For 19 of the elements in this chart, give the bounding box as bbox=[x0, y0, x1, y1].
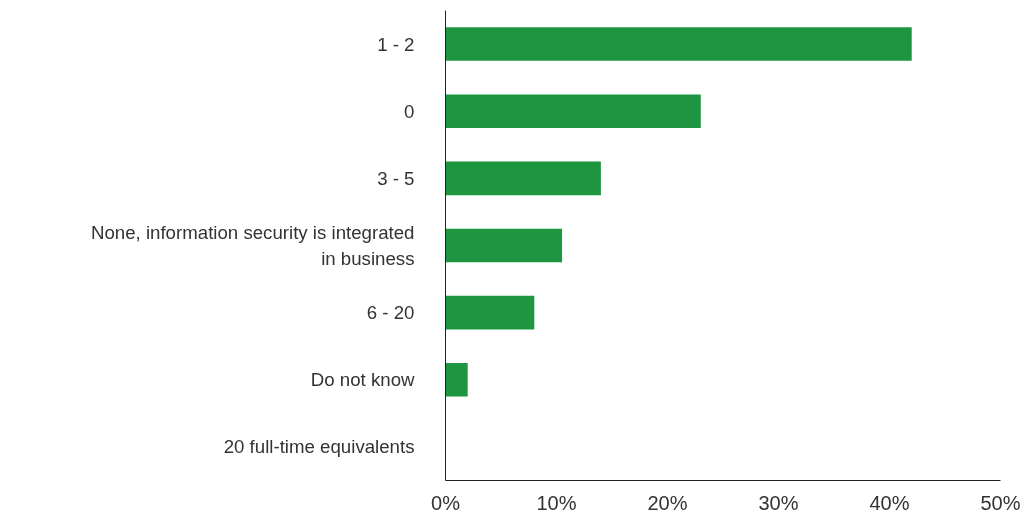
bar bbox=[445, 94, 701, 128]
y-tick-label: None, information security is integrated in business bbox=[90, 222, 415, 269]
x-tick-label: 20% bbox=[647, 491, 688, 514]
bar bbox=[445, 363, 468, 397]
y-tick-label: Do not know bbox=[310, 369, 416, 391]
bar bbox=[445, 161, 601, 196]
bar bbox=[445, 295, 535, 330]
x-tick-label: 0% bbox=[431, 491, 461, 514]
y-tick-label: 6 - 20 bbox=[366, 302, 415, 324]
x-tick-label: 30% bbox=[758, 491, 799, 514]
y-tick-label: 1 - 2 bbox=[377, 33, 415, 55]
y-tick-label: 3 - 5 bbox=[377, 167, 415, 189]
x-tick-label: 50% bbox=[980, 491, 1021, 514]
bar bbox=[445, 228, 563, 263]
y-tick-label: 0 bbox=[404, 100, 415, 122]
x-tick-label: 40% bbox=[869, 491, 910, 514]
bar bbox=[445, 27, 912, 61]
x-tick-label: 10% bbox=[536, 491, 577, 514]
y-tick-label: 20 full-time equivalents bbox=[223, 436, 415, 458]
